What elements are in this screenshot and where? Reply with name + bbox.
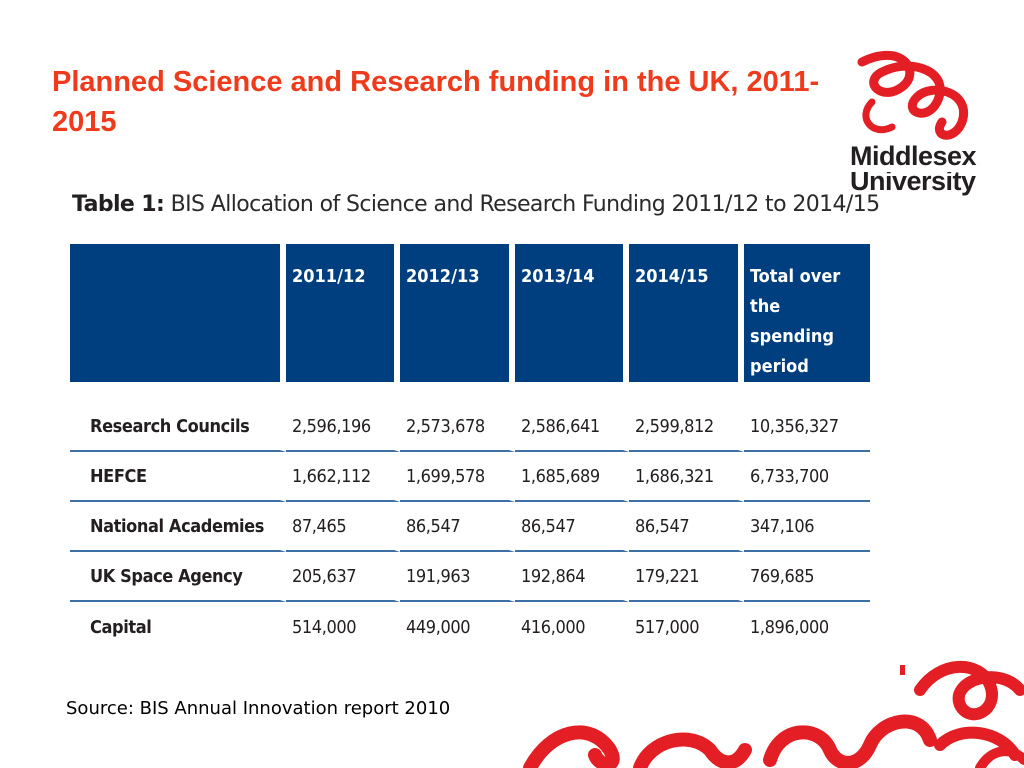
header-cell-2011: 2011/12 — [286, 244, 400, 382]
table-cell: 1,686,321 — [629, 452, 744, 502]
table-cell: 2,573,678 — [400, 402, 515, 452]
table-cell: 10,356,327 — [744, 402, 870, 452]
row-label: Capital — [70, 602, 286, 652]
table-cell: 86,547 — [629, 502, 744, 552]
table-row: UK Space Agency 205,637 191,963 192,864 … — [70, 552, 870, 602]
middlesex-swirl-icon — [857, 50, 969, 140]
logo-line-2: University — [850, 172, 976, 196]
header-cell-total: Total over the spending period — [744, 244, 870, 382]
header-cell-2012: 2012/13 — [400, 244, 515, 382]
decorative-swirl-graphic — [523, 660, 1024, 768]
table-cell: 191,963 — [400, 552, 515, 602]
table-cell: 87,465 — [286, 502, 400, 552]
row-label: UK Space Agency — [70, 552, 286, 602]
header-cell-2014: 2014/15 — [629, 244, 744, 382]
source-note: Source: BIS Annual Innovation report 201… — [66, 698, 451, 719]
row-label: Research Councils — [70, 402, 286, 452]
logo-line-1: Middlesex — [850, 141, 977, 171]
table-cell: 192,864 — [515, 552, 629, 602]
table-cell: 86,547 — [515, 502, 629, 552]
table-caption-prefix: Table 1: — [72, 192, 165, 217]
table-row: HEFCE 1,662,112 1,699,578 1,685,689 1,68… — [70, 452, 870, 502]
row-label: HEFCE — [70, 452, 286, 502]
table-cell: 449,000 — [400, 602, 515, 652]
table-cell: 347,106 — [744, 502, 870, 552]
table-caption-text: BIS Allocation of Science and Research F… — [170, 192, 881, 217]
university-logo-text: Middlesex University — [850, 140, 1020, 198]
table-cell: 205,637 — [286, 552, 400, 602]
table-cell: 1,685,689 — [515, 452, 629, 502]
table-cell: 2,596,196 — [286, 402, 400, 452]
table-cell: 1,896,000 — [750, 616, 829, 638]
table-cell: 2,586,641 — [515, 402, 629, 452]
table-row: Research Councils 2,596,196 2,573,678 2,… — [70, 402, 870, 452]
table-row: National Academies 87,465 86,547 86,547 … — [70, 502, 870, 552]
table-cell: 86,547 — [400, 502, 515, 552]
table-cell: 517,000 — [629, 602, 744, 652]
slide-title: Planned Science and Research funding in … — [52, 66, 820, 138]
funding-table: 2011/12 2012/13 2013/14 2014/15 Total ov… — [70, 244, 870, 652]
table-cell: 1,699,578 — [400, 452, 515, 502]
table-cell: 416,000 — [515, 602, 629, 652]
header-cell-blank — [70, 244, 286, 382]
header-cell-2013: 2013/14 — [515, 244, 629, 382]
table-cell: 514,000 — [286, 602, 400, 652]
table-caption: Table 1: BIS Allocation of Science and R… — [72, 192, 880, 217]
row-label: National Academies — [70, 502, 286, 552]
table-cell: 2,599,812 — [629, 402, 744, 452]
table-cell: 769,685 — [744, 552, 870, 602]
table-row: Capital 514,000 449,000 416,000 517,000 … — [70, 602, 870, 652]
table-cell: 179,221 — [629, 552, 744, 602]
table-cell: 1,662,112 — [286, 452, 400, 502]
table-cell: 6,733,700 — [744, 452, 870, 502]
table-header-row: 2011/12 2012/13 2013/14 2014/15 Total ov… — [70, 244, 870, 382]
